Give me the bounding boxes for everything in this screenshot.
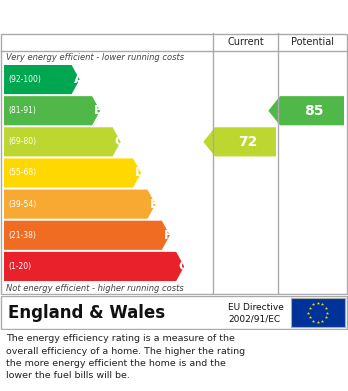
Bar bbox=[291, 298, 345, 327]
Polygon shape bbox=[4, 65, 80, 94]
Polygon shape bbox=[268, 96, 344, 125]
Polygon shape bbox=[4, 252, 184, 281]
Text: Current: Current bbox=[227, 37, 264, 47]
Text: 2002/91/EC: 2002/91/EC bbox=[228, 315, 280, 324]
Text: Very energy efficient - lower running costs: Very energy efficient - lower running co… bbox=[6, 53, 184, 62]
Polygon shape bbox=[4, 158, 141, 188]
Text: Energy Efficiency Rating: Energy Efficiency Rating bbox=[8, 9, 218, 24]
Text: 85: 85 bbox=[304, 104, 324, 118]
Text: Potential: Potential bbox=[291, 37, 333, 47]
Text: (21-38): (21-38) bbox=[8, 231, 36, 240]
Text: The energy efficiency rating is a measure of the
overall efficiency of a home. T: The energy efficiency rating is a measur… bbox=[6, 334, 245, 380]
Text: D: D bbox=[135, 167, 145, 179]
Polygon shape bbox=[4, 221, 170, 250]
Text: 72: 72 bbox=[238, 135, 257, 149]
Text: (55-68): (55-68) bbox=[8, 169, 36, 178]
Text: C: C bbox=[114, 135, 124, 148]
Text: England & Wales: England & Wales bbox=[8, 303, 165, 321]
Polygon shape bbox=[4, 127, 121, 156]
Text: A: A bbox=[74, 73, 83, 86]
Text: (92-100): (92-100) bbox=[8, 75, 41, 84]
Text: (39-54): (39-54) bbox=[8, 200, 36, 209]
Polygon shape bbox=[203, 127, 276, 156]
Text: (81-91): (81-91) bbox=[8, 106, 36, 115]
Text: (69-80): (69-80) bbox=[8, 137, 36, 146]
Text: (1-20): (1-20) bbox=[8, 262, 31, 271]
Text: Not energy efficient - higher running costs: Not energy efficient - higher running co… bbox=[6, 284, 184, 293]
Text: EU Directive: EU Directive bbox=[228, 303, 284, 312]
Text: F: F bbox=[164, 229, 172, 242]
Text: B: B bbox=[94, 104, 104, 117]
Polygon shape bbox=[4, 190, 156, 219]
Polygon shape bbox=[4, 96, 100, 125]
Text: G: G bbox=[178, 260, 189, 273]
Text: E: E bbox=[150, 197, 158, 211]
